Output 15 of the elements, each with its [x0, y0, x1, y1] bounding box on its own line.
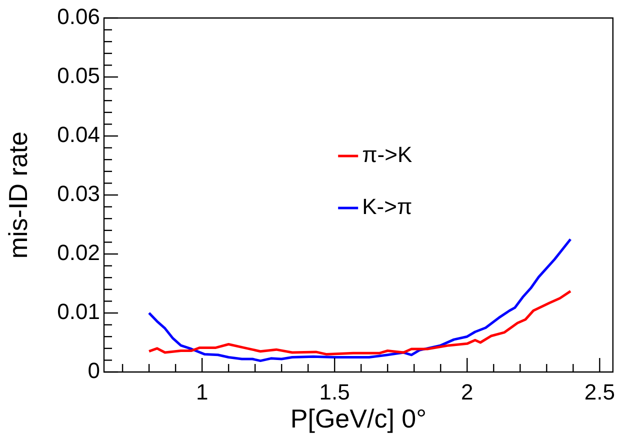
y-axis-title: mis-ID rate: [2, 131, 33, 259]
x-tick-label: 2: [461, 379, 474, 404]
y-tick-label: 0.06: [57, 4, 100, 30]
legend-label: K->π: [362, 194, 412, 220]
y-tick-label: 0.05: [57, 63, 100, 88]
y-tick-label: 0.04: [57, 122, 100, 148]
x-tick-label: 1: [196, 379, 208, 404]
y-tick-label: 0: [88, 358, 100, 384]
x-tick-label: 2.5: [584, 379, 615, 404]
legend-label: π->K: [362, 142, 412, 168]
y-tick-label: 0.01: [57, 299, 100, 324]
x-axis-title: P[GeV/c] 0°: [290, 404, 427, 434]
x-tick-label: 1.5: [319, 379, 350, 404]
y-tick-label: 0.02: [57, 240, 100, 266]
y-tick-label: 0.03: [57, 181, 100, 206]
